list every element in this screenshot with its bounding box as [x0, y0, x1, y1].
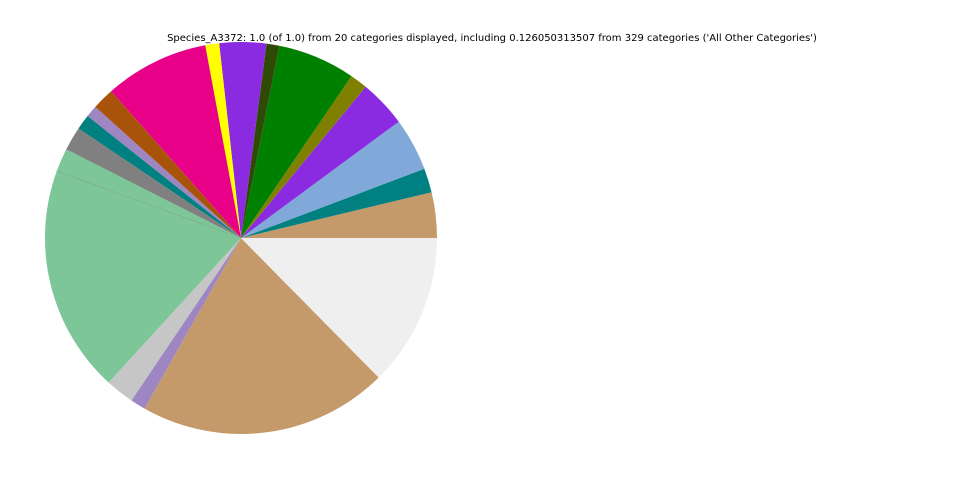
pie-slice-14: [66, 128, 242, 238]
pie-slice-2: [241, 168, 432, 238]
pie-slice-10: [111, 45, 241, 238]
pie-slice-3: [241, 121, 425, 238]
pie-slice-7: [241, 43, 280, 238]
pie-slice-8: [219, 42, 267, 238]
pie-slice-19: [144, 238, 379, 435]
pie-slice-9: [205, 43, 241, 239]
pie-slice-5: [241, 76, 366, 238]
pie-slice-1: [241, 192, 437, 238]
pie-slice-15: [56, 149, 241, 238]
same-color-seam-line: [56, 170, 242, 239]
pie-slice-20: [241, 238, 437, 378]
pie-slice-11: [95, 91, 242, 239]
pie-slice-16: [44, 171, 241, 383]
pie-slice-12: [87, 106, 241, 239]
pie-slice-17: [108, 238, 241, 401]
pie-slice-4: [241, 86, 399, 239]
pie-slice-18: [131, 238, 241, 409]
chart-title: Species_A3372: 1.0 (of 1.0) from 20 cate…: [167, 33, 817, 44]
pie-slice-6: [241, 45, 352, 238]
pie-slice-13: [78, 116, 242, 238]
